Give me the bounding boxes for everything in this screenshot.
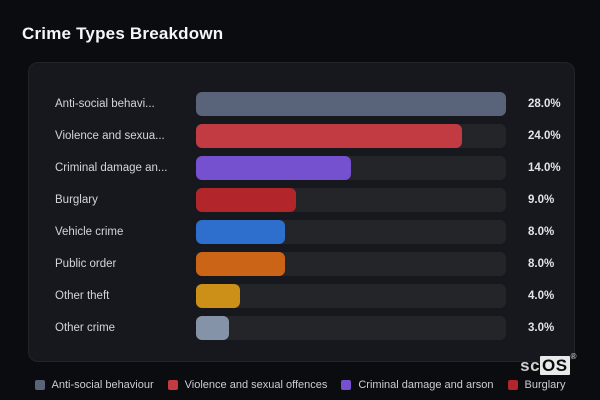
scos-logo-prefix: sc <box>520 356 541 375</box>
legend-swatch-icon <box>341 380 352 390</box>
bar-fill[interactable] <box>196 188 296 212</box>
bar-track <box>196 284 506 308</box>
bar-track <box>196 92 506 116</box>
legend-item[interactable]: Anti-social behaviour <box>34 379 154 391</box>
category-label: Other crime <box>55 322 116 334</box>
bar-fill[interactable] <box>196 316 230 340</box>
chart-row: Other theft 4.0% <box>55 284 574 308</box>
bar-fill[interactable] <box>196 124 462 148</box>
category-label: Violence and sexua... <box>55 130 165 142</box>
bar-track <box>196 188 506 212</box>
value-label: 3.0% <box>528 322 555 334</box>
category-label: Vehicle crime <box>55 226 124 238</box>
bar-track <box>196 252 506 276</box>
registered-trademark-icon: ® <box>570 352 577 361</box>
legend-swatch-icon <box>167 380 178 390</box>
chart-card: Anti-social behavi... 28.0% Violence and s… <box>28 62 575 362</box>
bar-track <box>196 156 506 180</box>
legend-item[interactable]: Violence and sexual offences <box>167 379 328 391</box>
value-label: 8.0% <box>528 258 555 270</box>
value-label: 24.0% <box>528 130 561 142</box>
value-label: 14.0% <box>528 162 561 174</box>
value-label: 28.0% <box>528 98 561 110</box>
legend-swatch-icon <box>34 380 45 390</box>
scos-logo-suffix: OS <box>540 356 570 375</box>
category-label: Anti-social behavi... <box>55 98 155 110</box>
legend-label: Violence and sexual offences <box>184 379 328 391</box>
legend-item[interactable]: Criminal damage and arson <box>341 379 494 391</box>
category-label: Other theft <box>55 290 110 302</box>
legend: Anti-social behaviour Violence and sexual… <box>0 379 600 391</box>
value-label: 8.0% <box>528 226 555 238</box>
chart-row: Burglary 9.0% <box>55 188 574 212</box>
chart-row: Violence and sexua... 24.0% <box>55 124 574 148</box>
bar-track <box>196 124 506 148</box>
legend-label: Criminal damage and arson <box>358 379 494 391</box>
legend-swatch-icon <box>507 380 518 390</box>
category-label: Burglary <box>55 194 98 206</box>
chart-row: Public order 8.0% <box>55 252 574 276</box>
bar-track <box>196 220 506 244</box>
value-label: 4.0% <box>528 290 555 302</box>
bar-fill[interactable] <box>196 220 285 244</box>
category-label: Public order <box>55 258 117 270</box>
legend-label: Burglary <box>524 379 566 391</box>
value-label: 9.0% <box>528 194 555 206</box>
bar-fill[interactable] <box>196 92 506 116</box>
bar-fill[interactable] <box>196 156 351 180</box>
chart-row: Vehicle crime 8.0% <box>55 220 574 244</box>
chart-row: Criminal damage an... 14.0% <box>55 156 574 180</box>
chart-row: Anti-social behavi... 28.0% <box>55 92 574 116</box>
legend-label: Anti-social behaviour <box>51 379 154 391</box>
page-title: Crime Types Breakdown <box>22 24 224 43</box>
category-label: Criminal damage an... <box>55 162 168 174</box>
bar-track <box>196 316 506 340</box>
bar-rows: Anti-social behavi... 28.0% Violence and s… <box>55 92 574 340</box>
bar-fill[interactable] <box>196 284 241 308</box>
scos-logo: sc OS ® <box>520 352 576 376</box>
legend-item[interactable]: Burglary <box>507 379 566 391</box>
bar-fill[interactable] <box>196 252 285 276</box>
chart-row: Other crime 3.0% <box>55 316 574 340</box>
